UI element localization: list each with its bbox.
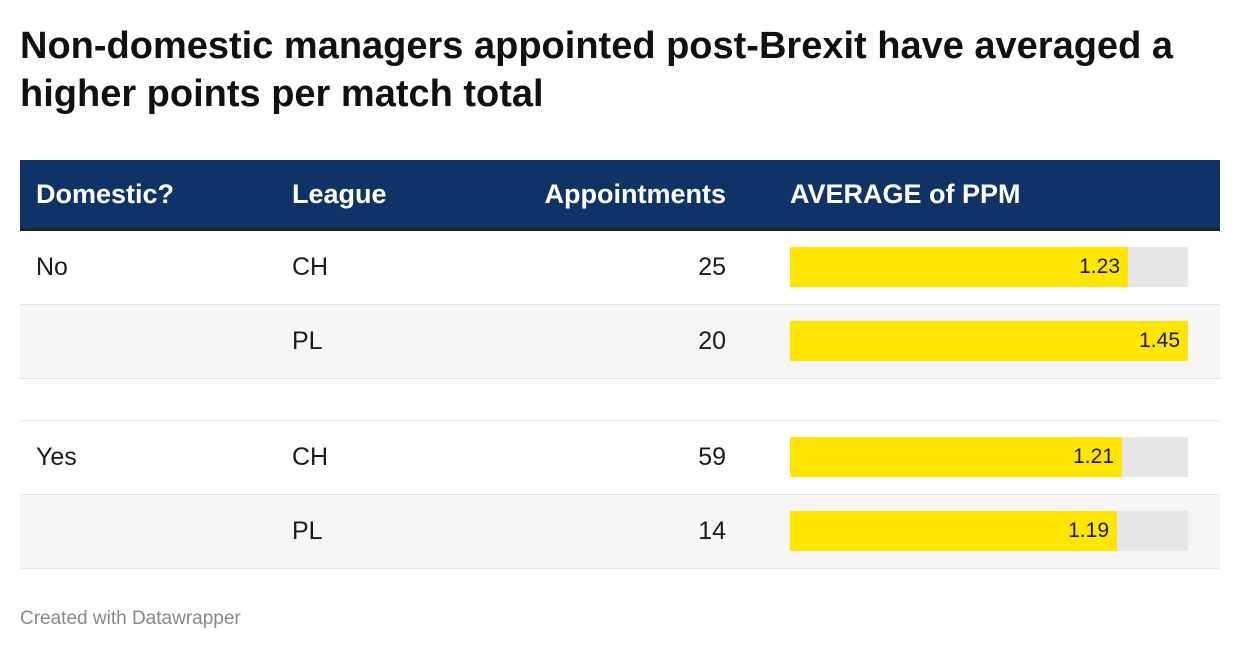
cell-appointments: 20 <box>698 327 726 355</box>
ppm-bar-track: 1.45 <box>790 321 1188 361</box>
table-row: PL 14 1.19 <box>20 495 1220 569</box>
ppm-bar-track: 1.23 <box>790 247 1188 287</box>
ppm-value-label: 1.23 <box>1079 255 1120 278</box>
table-header: Domestic? League Appointments AVERAGE of… <box>20 160 1220 231</box>
cell-appointments: 59 <box>698 443 726 471</box>
ppm-bar <box>790 511 1117 551</box>
cell-domestic: Yes <box>36 443 77 471</box>
table-row: No CH 25 1.23 <box>20 231 1220 305</box>
header-domestic: Domestic? <box>36 179 175 209</box>
chart-title: Non-domestic managers appointed post-Bre… <box>20 25 1173 115</box>
ppm-value-label: 1.21 <box>1073 445 1114 468</box>
group-separator <box>20 379 1220 421</box>
ppm-value-label: 1.45 <box>1139 329 1180 352</box>
ppm-bar <box>790 321 1188 361</box>
cell-appointments: 14 <box>698 517 726 545</box>
cell-league: CH <box>292 443 329 471</box>
table-body: No CH 25 1.23 PL 20 1.45 Yes CH 59 1.21 PL 14 1.19 <box>20 231 1220 569</box>
header-league: League <box>292 179 387 209</box>
ppm-bar-track: 1.19 <box>790 511 1188 551</box>
cell-appointments: 25 <box>698 253 726 281</box>
cell-domestic: No <box>36 253 68 281</box>
ppm-value-label: 1.19 <box>1068 519 1109 542</box>
header-average-ppm: AVERAGE of PPM <box>790 179 1021 209</box>
ppm-bar <box>790 437 1122 477</box>
cell-league: CH <box>292 253 329 281</box>
cell-league: PL <box>292 517 323 545</box>
ppm-bar-track: 1.21 <box>790 437 1188 477</box>
table-row: PL 20 1.45 <box>20 305 1220 379</box>
header-appointments: Appointments <box>544 179 727 209</box>
credit-footer: Created with Datawrapper <box>20 608 241 629</box>
data-table: Domestic? League Appointments AVERAGE of… <box>20 160 1220 569</box>
cell-league: PL <box>292 327 323 355</box>
ppm-bar <box>790 247 1128 287</box>
table-row: Yes CH 59 1.21 <box>20 421 1220 495</box>
